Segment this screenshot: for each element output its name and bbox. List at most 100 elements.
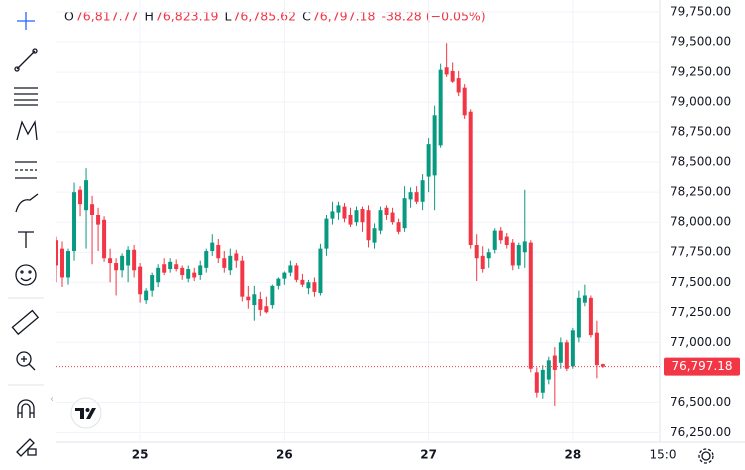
candle-body [162,264,167,273]
candle-body [264,306,269,313]
header-value: 76,817.77 [75,9,139,24]
candle-body [480,255,485,270]
plot-area [56,0,660,442]
candle-body [516,245,521,266]
lock-tool[interactable] [16,438,37,457]
measure-tool[interactable] [11,309,40,336]
magnet-tool[interactable] [17,399,35,418]
candle-body [186,269,191,279]
candle-body [552,355,557,370]
header-key: O [64,9,74,24]
candle-body [102,219,107,259]
candle-body [426,144,431,177]
candle-body [138,266,143,295]
candle-body [492,230,497,250]
prediction-tool[interactable] [15,161,37,179]
candle-body [258,299,263,310]
y-tick-label: 79,250.00 [670,65,731,79]
emoji-tool[interactable] [15,264,37,286]
candle-body [132,249,137,271]
x-tick-label: 27 [420,448,437,462]
candle-body [318,248,323,294]
candle-body [486,252,491,259]
y-tick-label: 78,500.00 [670,155,731,169]
candle-body [156,267,161,283]
y-tick-label: 79,000.00 [670,95,731,109]
candle-body [546,360,551,380]
candle-body [252,294,257,306]
candle-body [468,111,473,246]
header-key: C [302,9,311,24]
candle-body [78,189,83,205]
settings-icon[interactable] [698,448,714,464]
candle-body [438,69,443,146]
y-tick-label: 79,750.00 [670,5,731,19]
candle-body [108,258,113,264]
candle-body [456,78,461,93]
candle-body [558,342,563,363]
y-tick-label: 78,000.00 [670,215,731,229]
candle-body [120,255,125,271]
candle-body [336,205,341,213]
candle-body [300,279,305,285]
logo[interactable] [70,397,102,429]
candle-body [174,264,179,270]
candle-body [216,245,221,259]
candle-body [192,272,197,278]
candle-body [342,206,347,219]
collapse-arrow[interactable]: ‹ [50,394,54,405]
candle-body [306,282,311,289]
candle-body [144,290,149,301]
header-value: 76,785.62 [232,9,296,24]
x-tick-label: 25 [132,448,149,462]
candle-body [294,265,299,280]
text-tool[interactable] [18,231,34,248]
candle-body [594,332,599,366]
candle-body [60,248,65,278]
candle-body [474,245,479,259]
candle-body [240,260,245,297]
candle-body [402,198,407,229]
fib-tool[interactable] [14,87,38,106]
candle-body [600,364,605,367]
pattern-tool[interactable] [16,119,38,141]
candle-body [534,372,539,393]
candle-body [288,265,293,273]
candle-body [390,212,395,223]
y-tick-label: 78,750.00 [670,125,731,139]
candle-body [540,369,545,393]
candle-body [180,267,185,276]
brush-tool[interactable] [15,193,39,213]
candle-body [432,115,437,176]
candle-body [444,67,449,75]
candle-body [198,265,203,276]
candle-body [576,297,581,338]
candle-body [72,192,77,252]
candle-body [582,295,587,303]
x-tick-label: 28 [565,448,582,462]
candle-body [210,242,215,252]
candle-body [528,242,533,369]
candle-body [378,210,383,231]
candle-body [420,180,425,202]
candle-body [450,70,455,82]
last-price-label: 76,797.18 [671,359,732,373]
candle-body [414,192,419,202]
candle-body [282,272,287,279]
crosshair-tool[interactable] [17,12,35,30]
header-value: 76,823.19 [155,9,219,24]
y-tick-label: 77,250.00 [670,305,731,319]
trend-line-tool[interactable] [14,48,38,72]
candle-body [324,218,329,249]
candle-body [246,296,251,301]
candle-body [222,258,227,268]
zoom-tool[interactable] [16,351,36,371]
y-tick-label: 78,250.00 [670,185,731,199]
candle-body [150,275,155,291]
candle-body [366,210,371,241]
candle-body [396,222,401,232]
candle-body [462,87,467,116]
y-tick-label: 77,000.00 [670,335,731,349]
toolbar: ‹ [8,12,102,457]
